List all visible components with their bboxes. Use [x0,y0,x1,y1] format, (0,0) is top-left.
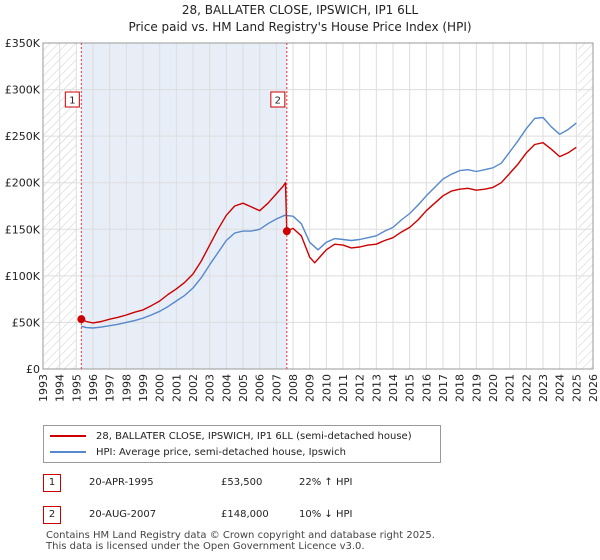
y-tick-label: £100K [5,270,41,283]
x-tick-label: 2007 [270,374,283,402]
x-tick-label: 2018 [454,374,467,402]
x-tick-label: 2025 [570,374,583,402]
footer-attribution: Contains HM Land Registry data © Crown c… [46,530,435,552]
price-chart: £0 £50K £100K £150K £200K £250K £300K £350K 1993… [5,37,600,402]
x-tick-label: 2006 [254,374,267,402]
chart-legend: 28, BALLATER CLOSE, IPSWICH, IP1 6LL (se… [43,425,441,463]
y-tick-label: £300K [5,84,41,97]
sale-point [282,227,291,236]
legend-swatch-property [50,435,86,437]
property-price-line [81,142,577,324]
x-tick-label: 2002 [187,374,200,402]
transaction-price: £53,500 [221,477,263,488]
x-tick-label: 2013 [370,374,383,402]
transaction-hpi-diff: 22% ↑ HPI [299,477,353,488]
x-tick-label: 2019 [470,374,483,402]
x-tick-label: 2015 [404,374,417,402]
hpi-line [81,116,577,329]
sale-label-box [270,91,286,108]
x-tick-label: 2021 [504,374,517,402]
x-tick-label: 2011 [337,374,350,402]
x-tick-label: 2000 [154,374,167,402]
plot-frame [42,42,594,370]
y-tick-label: £250K [5,130,41,143]
x-tick-label: 2014 [387,374,400,402]
legend-label-hpi: HPI: Average price, semi-detached house,… [96,446,346,458]
x-tick-label: 1997 [104,374,117,402]
x-tick-label: 1995 [70,374,83,402]
y-tick-label: £150K [5,223,41,236]
transaction-hpi-diff: 10% ↓ HPI [299,509,353,520]
x-tick-label: 2017 [437,374,450,402]
x-tick-label: 2023 [537,374,550,402]
x-tick-label: 1993 [37,374,50,402]
transaction-date: 20-AUG-2007 [89,509,157,520]
sale-label-box [64,91,80,108]
x-tick-label: 2004 [220,374,233,402]
x-tick-label: 2005 [237,374,250,402]
x-tick-label: 2010 [320,374,333,402]
x-tick-label: 2016 [420,374,433,402]
x-tick-label: 1996 [87,374,100,402]
transaction-badge: 1 [43,474,61,492]
y-tick-label: £0 [26,363,40,376]
transaction-price: £148,000 [221,509,269,520]
chart-title: 28, BALLATER CLOSE, IPSWICH, IP1 6LL Pri… [0,2,600,36]
x-tick-label: 1999 [137,374,150,402]
x-tick-label: 2001 [170,374,183,402]
x-tick-label: 2020 [487,374,500,402]
hatched-region [578,43,593,369]
y-tick-label: £50K [12,316,41,329]
transaction-date: 20-APR-1995 [89,477,154,488]
y-tick-label: £350K [5,37,41,50]
sale-label: 1 [69,96,75,107]
sale-point [77,315,86,324]
x-tick-label: 2012 [354,374,367,402]
x-tick-label: 2022 [520,374,533,402]
legend-label-property: 28, BALLATER CLOSE, IPSWICH, IP1 6LL (se… [96,430,412,442]
x-tick-label: 2009 [304,374,317,402]
footer-line2: This data is licensed under the Open Gov… [46,541,365,552]
y-tick-label: £200K [5,177,41,190]
chart-title-line1: 28, BALLATER CLOSE, IPSWICH, IP1 6LL [181,3,419,17]
legend-item-hpi: HPI: Average price, semi-detached house,… [50,444,346,460]
x-tick-label: 2003 [204,374,217,402]
footer-line1: Contains HM Land Registry data © Crown c… [46,530,435,541]
sale-label: 2 [275,96,281,107]
x-tick-label: 2024 [554,374,567,402]
chart-title-line2: Price paid vs. HM Land Registry's House … [128,20,472,34]
x-tick-label: 1998 [120,374,133,402]
ownership-shade [81,43,287,369]
legend-swatch-hpi [50,451,86,453]
x-tick-label: 2026 [587,374,600,402]
legend-item-property: 28, BALLATER CLOSE, IPSWICH, IP1 6LL (se… [50,428,412,444]
x-tick-label: 1994 [54,374,67,402]
x-tick-label: 2008 [287,374,300,402]
transaction-badge: 2 [43,506,61,524]
